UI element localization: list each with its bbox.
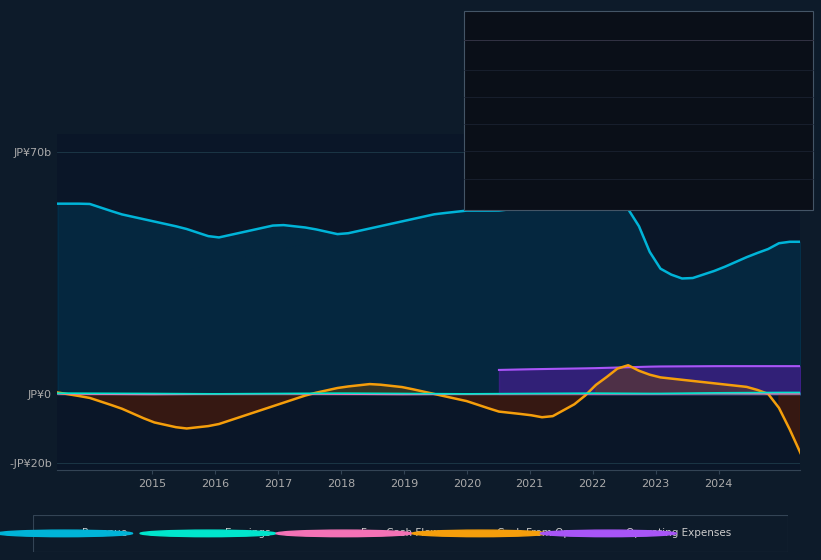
- Text: No data: No data: [616, 134, 657, 144]
- Text: Free Cash Flow: Free Cash Flow: [361, 529, 439, 538]
- Text: Cash From Op: Cash From Op: [498, 529, 571, 538]
- Text: JP¥8.130b: JP¥8.130b: [616, 189, 667, 199]
- Text: /yr: /yr: [660, 189, 677, 199]
- Text: 2.6%: 2.6%: [616, 107, 644, 117]
- Circle shape: [140, 530, 276, 536]
- Text: Revenue: Revenue: [472, 53, 517, 63]
- Text: profit margin: profit margin: [635, 107, 707, 117]
- Text: Operating Expenses: Operating Expenses: [472, 189, 577, 199]
- Text: Revenue: Revenue: [82, 529, 127, 538]
- Text: /yr: /yr: [665, 53, 682, 63]
- Text: Dec 31 2024: Dec 31 2024: [472, 24, 549, 34]
- Text: Operating Expenses: Operating Expenses: [626, 529, 731, 538]
- Circle shape: [540, 530, 677, 536]
- Text: Cash From Op: Cash From Op: [472, 161, 545, 171]
- Text: JP¥1.145b: JP¥1.145b: [616, 80, 668, 90]
- Text: JP¥44.686b: JP¥44.686b: [616, 53, 675, 63]
- Text: Earnings: Earnings: [472, 80, 517, 90]
- Text: Earnings: Earnings: [226, 529, 271, 538]
- Text: Free Cash Flow: Free Cash Flow: [472, 134, 550, 144]
- Circle shape: [412, 530, 548, 536]
- Text: /yr: /yr: [660, 80, 677, 90]
- Text: No data: No data: [616, 161, 657, 171]
- Circle shape: [0, 530, 132, 536]
- Circle shape: [276, 530, 412, 536]
